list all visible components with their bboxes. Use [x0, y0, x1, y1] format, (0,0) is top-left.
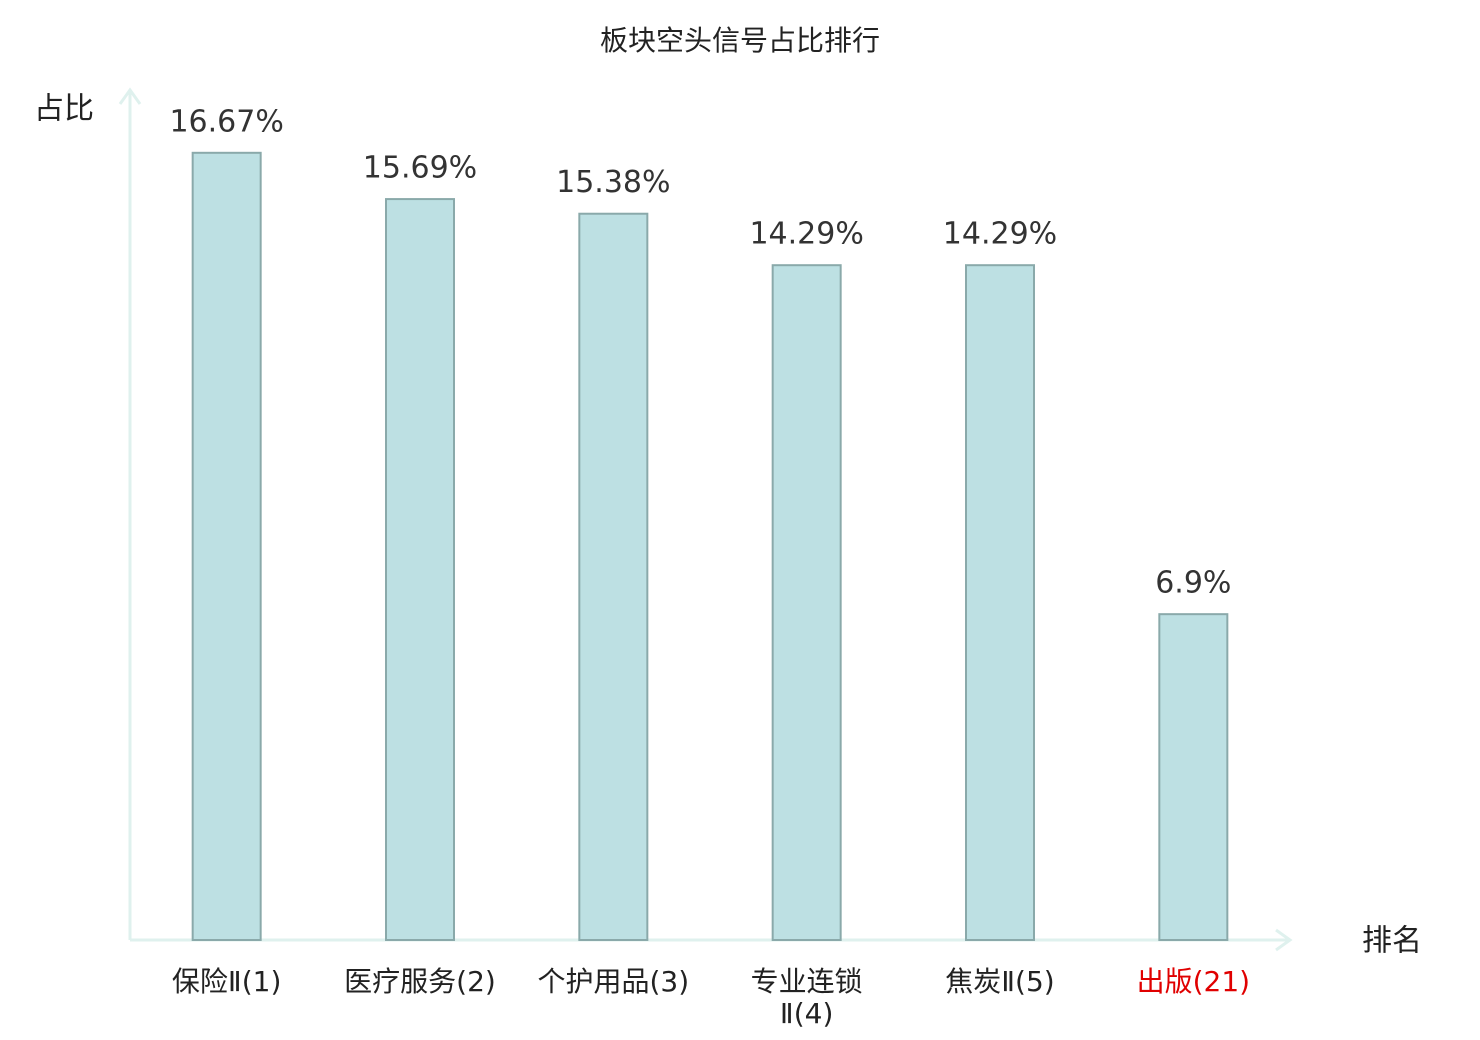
x-tick-label: 出版(21)	[1136, 965, 1251, 998]
y-axis-arrow	[118, 87, 142, 105]
bar	[771, 264, 842, 941]
chart-title: 板块空头信号占比排行	[600, 24, 880, 57]
value-label: 14.29%	[749, 217, 863, 252]
value-label: 6.9%	[1155, 566, 1231, 601]
x-tick-label: 个护用品(3)	[537, 965, 690, 998]
x-axis-title: 排名	[1362, 924, 1422, 959]
value-label: 15.38%	[556, 165, 670, 200]
x-axis-arrow	[1275, 928, 1293, 952]
value-label: 14.29%	[943, 217, 1057, 252]
x-tick-label: 保险Ⅱ(1)	[171, 965, 282, 998]
y-axis-title: 占比	[34, 92, 94, 127]
value-label: 16.67%	[169, 104, 283, 139]
bar	[385, 198, 455, 942]
x-tick-label: 专业连锁Ⅱ(4)	[750, 965, 863, 1030]
x-tick-label: 医疗服务(2)	[344, 965, 496, 998]
bar	[191, 151, 262, 942]
bar	[965, 264, 1035, 941]
bar	[1158, 613, 1229, 942]
x-tick-label: 焦炭Ⅱ(5)	[945, 965, 1055, 998]
bar	[578, 212, 649, 941]
value-label: 15.69%	[363, 151, 477, 186]
